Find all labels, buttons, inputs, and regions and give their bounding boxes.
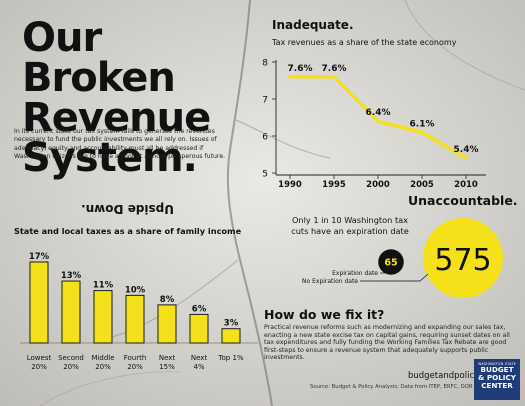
page-title: Our Broken Revenue System. bbox=[22, 15, 211, 181]
line-value-label: 7.6% bbox=[288, 64, 313, 74]
expiration-value: 65 bbox=[384, 258, 397, 269]
bar-category-label: 20% bbox=[95, 363, 111, 371]
line-value-label: 5.4% bbox=[454, 145, 479, 155]
accountability-subtitle-line2: cuts have an expiration date bbox=[291, 226, 409, 236]
bar-5 bbox=[157, 304, 177, 344]
fix-body: Practical revenue reforms such as modern… bbox=[264, 324, 510, 362]
line-value-label: 6.4% bbox=[366, 108, 391, 118]
logo-line2: BUDGET bbox=[480, 365, 514, 374]
logo-line3: & POLICY bbox=[478, 373, 516, 382]
expiration-date-label: Expiration date bbox=[332, 270, 378, 277]
bar-value-label: 13% bbox=[61, 271, 82, 281]
fix-heading: How do we fix it? bbox=[264, 307, 385, 322]
website-link[interactable]: budgetandpolicy.org bbox=[408, 371, 495, 381]
bar-7 bbox=[221, 328, 241, 344]
x-tick-label: 1995 bbox=[322, 180, 346, 190]
expiration-leader-line bbox=[380, 266, 391, 274]
line-point-1 bbox=[288, 75, 292, 79]
line-point-4 bbox=[420, 130, 424, 134]
x-tick-label: 2010 bbox=[454, 180, 478, 190]
no-expiration-value: 575 bbox=[434, 243, 491, 278]
bar-value-label: 8% bbox=[160, 295, 175, 305]
expiration-bubble bbox=[378, 249, 404, 275]
bar-value-label: 10% bbox=[125, 285, 146, 295]
accountability-subtitle-line1: Only 1 in 10 Washington tax bbox=[291, 215, 409, 225]
bar-category-label: Next bbox=[159, 354, 176, 362]
y-tick-label: 6 bbox=[262, 133, 268, 143]
organization-logo: WASHINGTON STATE BUDGET & POLICY CENTER bbox=[474, 359, 520, 400]
bar-category-label: 4% bbox=[193, 363, 204, 371]
bar-category-label: Fourth bbox=[124, 354, 147, 362]
logo-line1: WASHINGTON STATE bbox=[477, 362, 516, 366]
y-tick-label: 5 bbox=[262, 170, 268, 180]
bar-category-label: 20% bbox=[127, 363, 143, 371]
bar-value-label: 6% bbox=[192, 304, 207, 314]
bar-6 bbox=[189, 313, 209, 344]
bar-value-label: 11% bbox=[93, 281, 114, 291]
bar-category-label: 15% bbox=[159, 363, 175, 371]
no-expiration-bubble bbox=[423, 218, 503, 298]
x-tick-label: 1990 bbox=[278, 180, 302, 190]
line-value-label: 7.6% bbox=[322, 64, 347, 74]
x-tick-label: 2000 bbox=[366, 180, 390, 190]
y-tick-label: 7 bbox=[262, 96, 268, 106]
bar-category-label: 20% bbox=[31, 363, 47, 371]
equity-subtitle: State and local taxes as a share of fami… bbox=[14, 226, 242, 236]
source-note: Source: Budget & Policy Analysis; Data f… bbox=[310, 384, 473, 390]
line-point-3 bbox=[376, 119, 380, 123]
no-expiration-date-label: No Expiration date bbox=[302, 278, 358, 285]
bar-category-label: 20% bbox=[63, 363, 79, 371]
adequacy-heading: Inadequate. bbox=[272, 18, 354, 32]
bar-1 bbox=[29, 261, 49, 344]
bar-category-label: Middle bbox=[91, 354, 114, 362]
bar-value-label: 3% bbox=[224, 319, 239, 329]
line-point-5 bbox=[464, 156, 468, 160]
y-tick-label: 8 bbox=[262, 59, 268, 69]
line-value-label: 6.1% bbox=[410, 119, 435, 129]
x-tick-label: 2005 bbox=[410, 180, 434, 190]
no-expiration-leader-line bbox=[360, 273, 429, 282]
bar-category-label: Top 1% bbox=[217, 354, 243, 362]
accountability-subtitle: Only 1 in 10 Washington tax cuts have an… bbox=[280, 215, 420, 237]
logo-line4: CENTER bbox=[481, 381, 513, 390]
bar-category-label: Lowest bbox=[27, 354, 52, 362]
bar-category-label: Second bbox=[58, 354, 84, 362]
accountability-heading: Unaccountable. bbox=[408, 193, 518, 208]
bar-category-label: Next bbox=[191, 354, 208, 362]
bar-3 bbox=[93, 290, 113, 344]
bar-2 bbox=[61, 280, 81, 344]
adequacy-subtitle: Tax revenues as a share of the state eco… bbox=[272, 38, 457, 47]
intro-text: In its current state our tax system fail… bbox=[14, 128, 226, 161]
bar-value-label: 17% bbox=[29, 252, 50, 262]
line-point-2 bbox=[332, 75, 336, 79]
bar-4 bbox=[125, 294, 145, 344]
